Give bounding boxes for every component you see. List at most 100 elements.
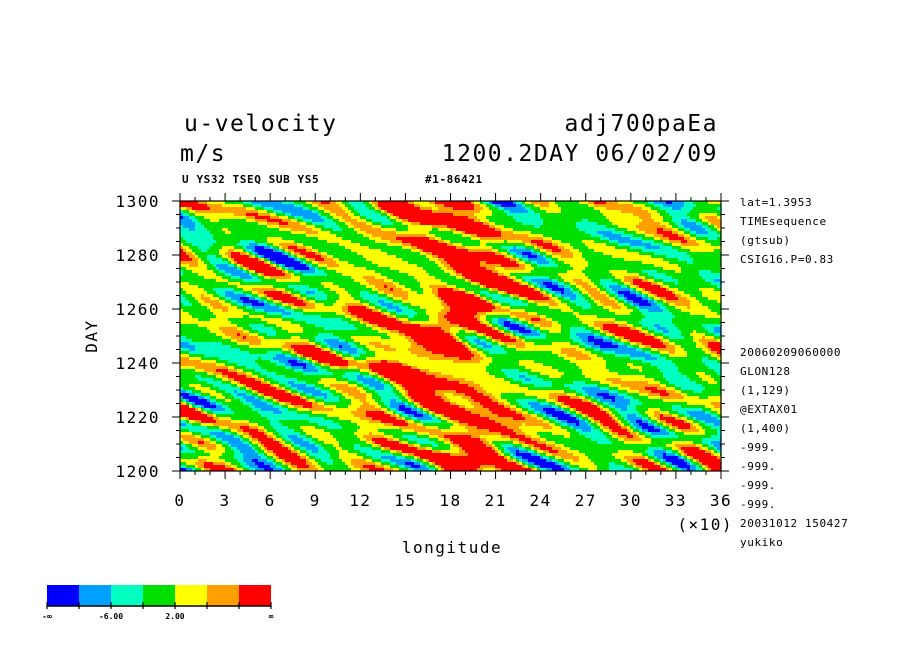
heatmap-cell	[258, 201, 261, 204]
heatmap-cell	[447, 237, 450, 240]
heatmap-cell	[315, 216, 318, 219]
heatmap-cell	[297, 216, 300, 219]
heatmap-cell	[633, 258, 636, 261]
heatmap-cell	[654, 210, 657, 213]
heatmap-cell	[573, 243, 576, 246]
heatmap-cell	[234, 267, 237, 270]
heatmap-cell	[393, 216, 396, 219]
heatmap-cell	[663, 201, 666, 204]
heatmap-cell	[318, 237, 321, 240]
heatmap-cell	[564, 201, 567, 204]
heatmap-cell	[195, 249, 198, 252]
heatmap-cell	[513, 207, 516, 210]
heatmap-cell	[435, 255, 438, 258]
heatmap-cell	[465, 267, 468, 270]
heatmap-cell	[537, 219, 540, 222]
heatmap-cell	[618, 270, 621, 273]
heatmap-cell	[315, 270, 318, 273]
heatmap-cell	[363, 207, 366, 210]
heatmap-cell	[669, 216, 672, 219]
heatmap-cell	[189, 261, 192, 264]
heatmap-cell	[288, 282, 291, 285]
heatmap-cell	[495, 267, 498, 270]
heatmap-cell	[549, 279, 552, 282]
heatmap-cell	[555, 273, 558, 276]
heatmap-cell	[612, 279, 615, 282]
heatmap-cell	[180, 252, 183, 255]
heatmap-cell	[411, 276, 414, 279]
heatmap-cell	[246, 219, 249, 222]
heatmap-cell	[210, 219, 213, 222]
heatmap-cell	[612, 267, 615, 270]
heatmap-cell	[468, 204, 471, 207]
heatmap-cell	[390, 273, 393, 276]
heatmap-cell	[462, 201, 465, 204]
heatmap-cell	[645, 255, 648, 258]
heatmap-cell	[198, 267, 201, 270]
heatmap-cell	[717, 258, 720, 261]
heatmap-cell	[522, 228, 525, 231]
heatmap-cell	[588, 219, 591, 222]
heatmap-cell	[261, 255, 264, 258]
heatmap-cell	[396, 210, 399, 213]
heatmap-cell	[435, 240, 438, 243]
heatmap-cell	[522, 270, 525, 273]
heatmap-cell	[453, 270, 456, 273]
heatmap-cell	[363, 237, 366, 240]
heatmap-cell	[318, 201, 321, 204]
heatmap-cell	[228, 246, 231, 249]
heatmap-cell	[384, 216, 387, 219]
heatmap-cell	[651, 225, 654, 228]
heatmap-cell	[567, 225, 570, 228]
heatmap-cell	[543, 270, 546, 273]
heatmap-cell	[564, 258, 567, 261]
heatmap-cell	[597, 213, 600, 216]
heatmap-cell	[582, 240, 585, 243]
heatmap-cell	[423, 267, 426, 270]
heatmap-cell	[423, 252, 426, 255]
heatmap-cell	[702, 240, 705, 243]
heatmap-cell	[297, 246, 300, 249]
heatmap-cell	[501, 243, 504, 246]
heatmap-cell	[489, 210, 492, 213]
heatmap-cell	[420, 279, 423, 282]
heatmap-cell	[420, 243, 423, 246]
heatmap-cell	[273, 252, 276, 255]
heatmap-cell	[651, 264, 654, 267]
heatmap-cell	[606, 225, 609, 228]
heatmap-cell	[327, 261, 330, 264]
heatmap-cell	[591, 273, 594, 276]
heatmap-cell	[666, 222, 669, 225]
heatmap-cell	[195, 264, 198, 267]
heatmap-cell	[672, 267, 675, 270]
heatmap-cell	[390, 231, 393, 234]
heatmap-cell	[576, 231, 579, 234]
heatmap-cell	[351, 219, 354, 222]
heatmap-cell	[588, 273, 591, 276]
heatmap-cell	[576, 216, 579, 219]
heatmap-cell	[330, 213, 333, 216]
heatmap-cell	[444, 249, 447, 252]
heatmap-cell	[234, 225, 237, 228]
heatmap-cell	[378, 234, 381, 237]
heatmap-cell	[354, 234, 357, 237]
heatmap-cell	[426, 264, 429, 267]
heatmap-cell	[699, 246, 702, 249]
heatmap-cell	[432, 276, 435, 279]
heatmap-cell	[645, 252, 648, 255]
heatmap-cell	[450, 276, 453, 279]
heatmap-cell	[330, 279, 333, 282]
heatmap-cell	[246, 255, 249, 258]
heatmap-cell	[450, 213, 453, 216]
heatmap-cell	[387, 276, 390, 279]
heatmap-cell	[594, 222, 597, 225]
heatmap-cell	[354, 252, 357, 255]
heatmap-cell	[300, 240, 303, 243]
heatmap-cell	[714, 252, 717, 255]
heatmap-cell	[408, 213, 411, 216]
heatmap-cell	[537, 276, 540, 279]
heatmap-cell	[180, 222, 183, 225]
heatmap-cell	[261, 267, 264, 270]
heatmap-cell	[279, 255, 282, 258]
heatmap-cell	[195, 222, 198, 225]
